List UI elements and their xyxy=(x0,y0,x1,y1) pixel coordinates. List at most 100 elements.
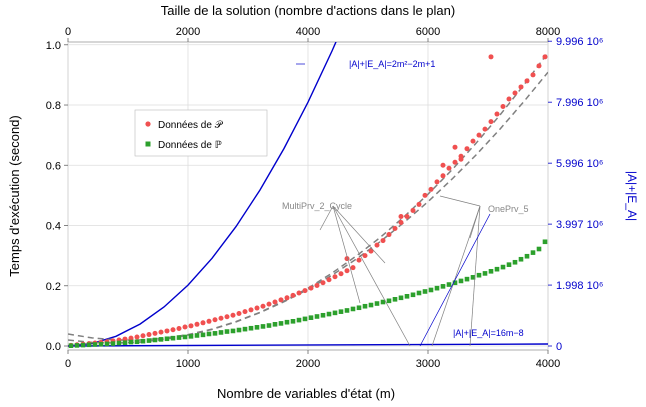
curve-1 xyxy=(68,343,548,347)
point-series-0 xyxy=(416,201,422,207)
x-tick-label: 2000 xyxy=(296,358,320,370)
legend-marker-pp xyxy=(145,141,151,147)
point-series-1 xyxy=(170,335,176,341)
point-series-0 xyxy=(152,330,158,336)
point-series-0 xyxy=(428,186,434,192)
legend-box xyxy=(134,109,268,157)
point-series-1 xyxy=(236,327,242,333)
point-series-0 xyxy=(230,312,236,318)
point-series-0 xyxy=(218,315,224,321)
point-series-0 xyxy=(494,111,500,117)
point-series-0 xyxy=(506,96,512,102)
point-series-1 xyxy=(266,323,272,328)
point-series-1 xyxy=(140,338,146,344)
point-series-1 xyxy=(530,250,536,255)
legend-marker-p xyxy=(145,121,151,127)
curve-label-quadratic: |A|+|E_A|=2m²−2m+1 xyxy=(349,59,435,69)
point-series-1 xyxy=(404,293,410,299)
point-series-0 xyxy=(200,320,206,326)
point-series-0 xyxy=(254,305,260,311)
point-series-0 xyxy=(302,288,308,294)
point-series-1 xyxy=(518,256,524,262)
point-series-0 xyxy=(122,336,128,342)
point-series-1 xyxy=(440,284,446,289)
point-series-0 xyxy=(470,138,476,144)
point-series-0 xyxy=(260,303,266,309)
point-series-0 xyxy=(404,213,410,219)
point-series-1 xyxy=(284,319,290,325)
annotation-lines xyxy=(296,63,491,347)
point-series-1 xyxy=(494,266,500,272)
point-series-0 xyxy=(266,301,272,307)
point-series-0 xyxy=(284,295,290,301)
point-series-1 xyxy=(68,343,74,348)
point-series-1 xyxy=(392,297,398,302)
point-series-0 xyxy=(278,297,284,303)
point-series-1 xyxy=(206,331,212,337)
point-series-1 xyxy=(386,298,392,304)
point-series-1 xyxy=(290,318,296,324)
point-series-0 xyxy=(146,332,152,338)
point-series-0 xyxy=(440,173,446,179)
point-series-1 xyxy=(260,324,266,329)
point-series-1 xyxy=(248,325,254,331)
x-axis-bottom: 0 1000 2000 3000 4000 xyxy=(65,350,560,370)
y-axis-left: 0.0 0.2 0.4 0.6 0.8 1.0 xyxy=(46,40,68,353)
point-series-1 xyxy=(110,341,116,346)
point-series-1 xyxy=(104,341,110,347)
point-series-1 xyxy=(278,321,284,326)
point-series-1 xyxy=(410,292,416,298)
point-series-1 xyxy=(134,339,140,345)
point-series-1 xyxy=(218,330,224,335)
y-tick-label: 0.6 xyxy=(46,160,61,172)
x-top-tick-label: 0 xyxy=(65,26,71,38)
point-series-1 xyxy=(416,290,422,296)
legend: Données de 𝒫 Données de ℙ xyxy=(134,109,268,157)
point-series-0 xyxy=(362,253,368,259)
point-series-1 xyxy=(194,333,200,338)
point-series-1 xyxy=(374,301,380,306)
point-series-0 xyxy=(212,317,218,323)
grid xyxy=(67,42,549,350)
x-top-tick-label: 6000 xyxy=(416,26,440,38)
y-right-tick-label: 3.997 10⁶ xyxy=(556,219,603,231)
point-series-0 xyxy=(344,268,350,274)
point-series-1 xyxy=(464,276,470,282)
point-series-0 xyxy=(482,126,488,132)
curve-0 xyxy=(68,42,337,347)
point-series-1 xyxy=(338,309,344,314)
point-series-1 xyxy=(542,239,548,245)
point-series-1 xyxy=(356,305,362,311)
point-series-1 xyxy=(158,337,164,342)
point-series-0 xyxy=(530,72,536,78)
x-tick-label: 4000 xyxy=(536,358,560,370)
point-series-1 xyxy=(362,303,368,309)
point-series-1 xyxy=(86,342,92,348)
point-series-0 xyxy=(206,318,212,324)
point-series-1 xyxy=(272,322,278,327)
point-series-0 xyxy=(224,314,230,320)
point-series-1 xyxy=(296,317,302,323)
point-series-0 xyxy=(542,54,548,60)
point-series-1 xyxy=(146,338,152,343)
point-series-0 xyxy=(452,159,458,165)
point-series-1 xyxy=(176,335,182,340)
point-series-1 xyxy=(98,341,104,347)
point-series-0 xyxy=(536,63,542,69)
point-series-0 xyxy=(332,274,338,280)
point-series-0 xyxy=(488,54,494,60)
y-right-tick-label: 7.996 10⁶ xyxy=(556,97,603,109)
point-series-1 xyxy=(326,311,332,317)
point-series-0 xyxy=(272,299,278,305)
point-series-1 xyxy=(122,340,128,345)
x-tick-label: 3000 xyxy=(416,358,440,370)
point-series-0 xyxy=(338,271,344,277)
point-series-0 xyxy=(458,156,464,162)
point-series-0 xyxy=(518,84,524,90)
point-series-1 xyxy=(446,282,452,287)
data-points xyxy=(68,54,548,348)
point-series-1 xyxy=(332,310,338,316)
point-series-0 xyxy=(488,119,494,125)
point-series-0 xyxy=(248,307,254,313)
y-right-tick-label: 0 xyxy=(556,341,562,353)
